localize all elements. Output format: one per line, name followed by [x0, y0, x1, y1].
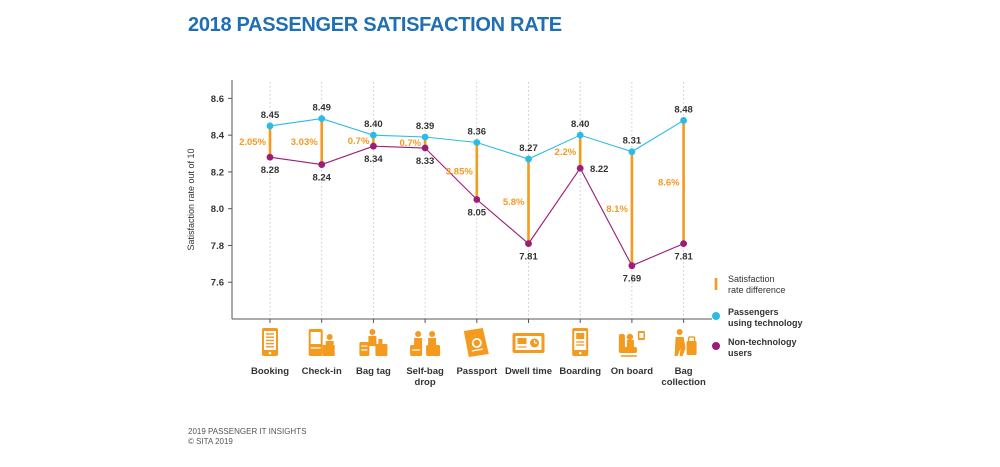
y-tick-label: 8.4 — [211, 131, 225, 142]
legend-technology-swatch — [712, 312, 720, 320]
y-axis-label: Satisfaction rate out of 10 — [186, 148, 196, 250]
category-label: Booking — [251, 366, 289, 377]
category-label: Bag collection — [661, 366, 706, 388]
technology-point — [370, 131, 377, 139]
technology-point — [318, 115, 326, 123]
non-technology-point — [576, 164, 584, 172]
category-label-line: Bag — [675, 366, 693, 377]
non-technology-value-label: 8.28 — [261, 165, 280, 176]
category-label: Dwell time — [505, 366, 552, 377]
difference-label: 2.2% — [555, 147, 577, 158]
category-label-line: drop — [415, 377, 436, 388]
non-technology-value-label: 8.24 — [312, 173, 331, 184]
difference-label: 2.05% — [239, 137, 266, 148]
technology-point — [473, 139, 481, 146]
on-board-seat-icon — [618, 331, 645, 357]
legend-label: Satisfaction — [728, 274, 775, 284]
difference-label: 0.7% — [399, 138, 421, 149]
difference-label: 8.6% — [658, 178, 680, 189]
category-label: Bag tag — [356, 366, 391, 377]
difference-label: 3.03% — [291, 137, 318, 148]
y-tick-label: 8.2 — [211, 167, 224, 178]
category-label: On board — [611, 366, 653, 377]
category-label: Boarding — [559, 366, 601, 377]
technology-value-label: 8.48 — [674, 104, 693, 115]
technology-point — [576, 131, 584, 139]
legend-label: rate difference — [728, 285, 785, 295]
non-technology-value-label: 8.33 — [416, 156, 435, 167]
category-label: Check-in — [302, 366, 342, 377]
boarding-pass-phone-icon — [572, 328, 589, 356]
non-technology-point — [680, 240, 687, 248]
technology-point — [421, 133, 429, 141]
difference-label: 3.85% — [446, 167, 473, 178]
technology-point — [266, 122, 274, 130]
legend-label: Non-technology — [728, 337, 797, 347]
non-technology-point — [318, 161, 326, 168]
bag-collection-icon — [674, 329, 697, 356]
non-technology-point — [628, 262, 636, 270]
non-technology-point — [266, 153, 274, 161]
non-technology-value-label: 8.22 — [590, 164, 609, 175]
y-tick-label: 7.6 — [211, 278, 224, 289]
bag-tag-icon — [359, 329, 388, 356]
legend-non_technology-swatch — [712, 342, 720, 350]
dwell-time-screen-icon — [512, 333, 545, 353]
non-technology-point — [421, 144, 429, 152]
check-in-kiosk-icon — [308, 329, 335, 356]
legend-label: Passengers — [728, 307, 779, 317]
category-label: Passport — [456, 366, 497, 377]
non-technology-value-label: 7.69 — [623, 274, 642, 285]
category-label-line: Self-bag — [406, 366, 444, 377]
technology-point — [680, 117, 687, 124]
legend-label: using technology — [728, 318, 803, 328]
non-technology-point — [370, 142, 377, 150]
category-label-line: collection — [661, 377, 706, 388]
y-tick-label: 8.0 — [211, 204, 224, 215]
category-label: Self-bag drop — [406, 366, 444, 388]
difference-label: 8.1% — [606, 204, 628, 215]
non-technology-point — [473, 196, 481, 203]
technology-value-label: 8.49 — [312, 103, 331, 114]
phone-booking-icon — [262, 328, 278, 356]
chart-title: 2018 PASSENGER SATISFACTION RATE — [188, 14, 562, 36]
y-tick-label: 8.6 — [211, 94, 224, 105]
difference-label: 5.8% — [503, 197, 525, 208]
passport-icon — [463, 328, 489, 357]
legend-label: users — [728, 348, 752, 358]
technology-point — [628, 148, 636, 156]
non-technology-value-label: 7.81 — [519, 252, 538, 263]
non-technology-value-label: 8.05 — [468, 208, 487, 219]
technology-value-label: 8.40 — [571, 119, 590, 130]
y-tick-label: 7.8 — [211, 241, 224, 252]
technology-value-label: 8.27 — [519, 143, 538, 154]
technology-value-label: 8.31 — [623, 136, 642, 147]
non-technology-value-label: 7.81 — [674, 252, 693, 263]
technology-value-label: 8.45 — [261, 110, 280, 121]
technology-value-label: 8.40 — [364, 119, 383, 130]
difference-label: 0.7% — [348, 136, 370, 147]
technology-value-label: 8.39 — [416, 121, 435, 132]
non-technology-point — [525, 240, 532, 248]
footer-source: 2019 PASSENGER IT INSIGHTS — [188, 427, 307, 436]
self-bag-drop-icon — [410, 331, 441, 356]
technology-value-label: 8.36 — [468, 127, 487, 138]
footer-copyright: © SITA 2019 — [188, 437, 233, 446]
non-technology-value-label: 8.34 — [364, 154, 383, 165]
technology-point — [525, 155, 532, 163]
